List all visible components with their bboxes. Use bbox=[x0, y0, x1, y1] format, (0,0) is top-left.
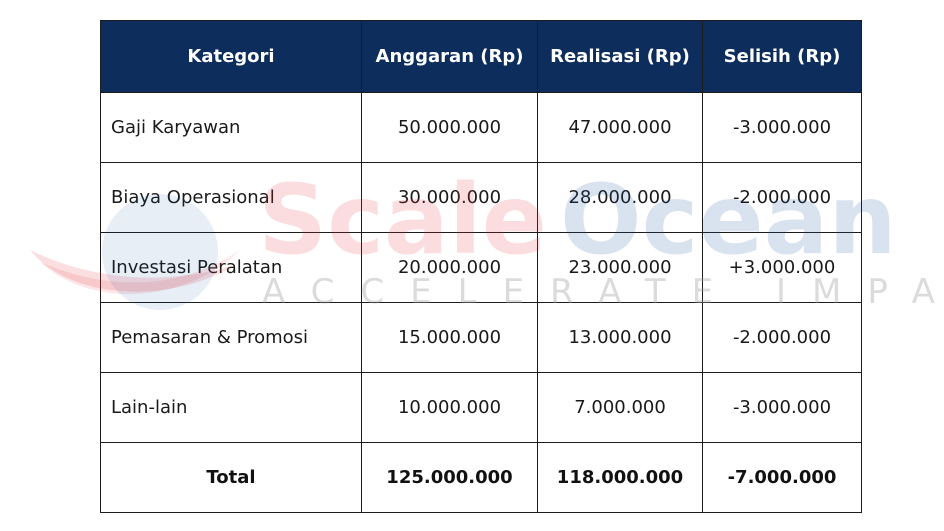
cell-realisasi: 47.000.000 bbox=[537, 92, 703, 163]
cell-kategori: Gaji Karyawan bbox=[100, 92, 362, 163]
cell-realisasi: 23.000.000 bbox=[537, 232, 703, 303]
cell-selisih: -3.000.000 bbox=[702, 92, 862, 163]
cell-anggaran: 30.000.000 bbox=[361, 162, 538, 233]
cell-kategori: Biaya Operasional bbox=[100, 162, 362, 233]
cell-anggaran: 10.000.000 bbox=[361, 372, 538, 443]
total-row: Total 125.000.000 118.000.000 -7.000.000 bbox=[100, 442, 862, 513]
total-label: Total bbox=[100, 442, 362, 513]
cell-selisih: -3.000.000 bbox=[702, 372, 862, 443]
cell-anggaran: 50.000.000 bbox=[361, 92, 538, 163]
total-selisih: -7.000.000 bbox=[702, 442, 862, 513]
cell-realisasi: 13.000.000 bbox=[537, 302, 703, 373]
total-realisasi: 118.000.000 bbox=[537, 442, 703, 513]
header-selisih: Selisih (Rp) bbox=[702, 20, 862, 93]
cell-anggaran: 15.000.000 bbox=[361, 302, 538, 373]
cell-realisasi: 28.000.000 bbox=[537, 162, 703, 233]
cell-kategori: Investasi Peralatan bbox=[100, 232, 362, 303]
table-row: Investasi Peralatan 20.000.000 23.000.00… bbox=[100, 232, 862, 303]
cell-realisasi: 7.000.000 bbox=[537, 372, 703, 443]
table-row: Lain-lain 10.000.000 7.000.000 -3.000.00… bbox=[100, 372, 862, 443]
header-kategori: Kategori bbox=[100, 20, 362, 93]
cell-kategori: Lain-lain bbox=[100, 372, 362, 443]
total-anggaran: 125.000.000 bbox=[361, 442, 538, 513]
header-anggaran: Anggaran (Rp) bbox=[361, 20, 538, 93]
cell-selisih: -2.000.000 bbox=[702, 162, 862, 233]
budget-table: Kategori Anggaran (Rp) Realisasi (Rp) Se… bbox=[100, 20, 862, 513]
cell-kategori: Pemasaran & Promosi bbox=[100, 302, 362, 373]
cell-anggaran: 20.000.000 bbox=[361, 232, 538, 303]
table-row: Gaji Karyawan 50.000.000 47.000.000 -3.0… bbox=[100, 92, 862, 163]
header-realisasi: Realisasi (Rp) bbox=[537, 20, 703, 93]
table-row: Biaya Operasional 30.000.000 28.000.000 … bbox=[100, 162, 862, 233]
cell-selisih: -2.000.000 bbox=[702, 302, 862, 373]
cell-selisih: +3.000.000 bbox=[702, 232, 862, 303]
header-row: Kategori Anggaran (Rp) Realisasi (Rp) Se… bbox=[100, 20, 862, 93]
table-row: Pemasaran & Promosi 15.000.000 13.000.00… bbox=[100, 302, 862, 373]
